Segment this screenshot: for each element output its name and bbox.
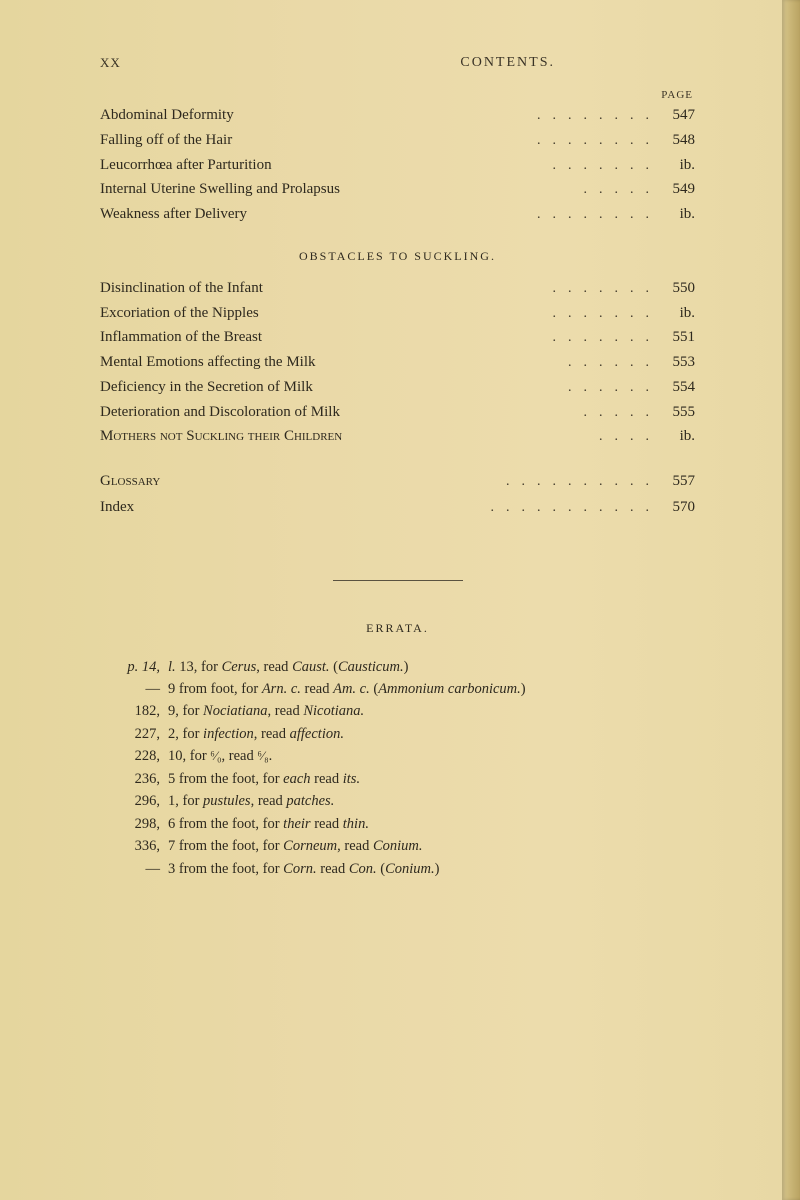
errata-ref: 227, [100, 723, 168, 745]
errata-line: 227,2, for infection, read affection. [100, 723, 695, 745]
errata-text: 3 from the foot, for Corn. read Con. (Co… [168, 858, 695, 880]
book-page-edge [782, 0, 800, 1200]
leader-dots: ..... [344, 178, 661, 201]
entry-text: Weakness after Delivery [100, 202, 247, 227]
errata-block: p. 14,l. 13, for Cerus, read Caust. (Cau… [100, 656, 695, 881]
section-header-obstacles: OBSTACLES TO SUCKLING. [100, 249, 695, 264]
toc-entry: Disinclination of the Infant ....... 550 [100, 276, 695, 301]
entry-page: 547 [665, 103, 695, 128]
entry-page: 548 [665, 128, 695, 153]
leader-dots: ...... [320, 351, 661, 374]
toc-entry: Falling off of the Hair ........ 548 [100, 128, 695, 153]
errata-text: 5 from the foot, for each read its. [168, 768, 695, 790]
leader-dots: ........... [138, 496, 661, 519]
entry-page: 551 [665, 325, 695, 350]
entry-text: Mental Emotions affecting the Milk [100, 350, 316, 375]
divider-line [333, 580, 463, 581]
errata-line: 236,5 from the foot, for each read its. [100, 768, 695, 790]
entry-text: Internal Uterine Swelling and Prolapsus [100, 177, 340, 202]
errata-ref: 228, [100, 745, 168, 767]
page-number-roman: XX [100, 55, 121, 71]
errata-title: ERRATA. [100, 621, 695, 636]
leader-dots: ....... [266, 326, 661, 349]
entry-text: Excoriation of the Nipples [100, 301, 259, 326]
leader-dots: ........ [236, 129, 661, 152]
contents-section-first: Abdominal Deformity ........ 547 Falling… [100, 103, 695, 227]
toc-entry-index: Index ........... 570 [100, 495, 695, 520]
toc-entry: Mothers not Suckling their Children ....… [100, 424, 695, 449]
leader-dots: ....... [276, 154, 661, 177]
errata-line: 298,6 from the foot, for their read thin… [100, 813, 695, 835]
errata-ref: 182, [100, 700, 168, 722]
entry-page: 553 [665, 350, 695, 375]
toc-entry: Leucorrhœa after Parturition ....... ib. [100, 153, 695, 178]
entry-page: 554 [665, 375, 695, 400]
errata-line: 228,10, for ⁶⁄₀, read ⁶⁄₈. [100, 745, 695, 767]
errata-text: 2, for infection, read affection. [168, 723, 695, 745]
toc-entry: Deficiency in the Secretion of Milk ....… [100, 375, 695, 400]
entry-page: 550 [665, 276, 695, 301]
entry-page: 557 [665, 469, 695, 494]
entry-page: ib. [665, 424, 695, 449]
entry-page: ib. [665, 202, 695, 227]
entry-text: Abdominal Deformity [100, 103, 234, 128]
leader-dots: ..... [344, 401, 661, 424]
entry-text: Deterioration and Discoloration of Milk [100, 400, 340, 425]
contents-section-obstacles: Disinclination of the Infant ....... 550… [100, 276, 695, 449]
leader-dots: ........ [251, 203, 661, 226]
leader-dots: ....... [263, 302, 661, 325]
errata-ref: 236, [100, 768, 168, 790]
errata-text: 1, for pustules, read patches. [168, 790, 695, 812]
errata-ref: 336, [100, 835, 168, 857]
page-header: XX CONTENTS. [100, 55, 695, 71]
entry-text: Leucorrhœa after Parturition [100, 153, 272, 178]
entry-text: Deficiency in the Secretion of Milk [100, 375, 313, 400]
toc-entry: Deterioration and Discoloration of Milk … [100, 400, 695, 425]
errata-text: 10, for ⁶⁄₀, read ⁶⁄₈. [168, 745, 695, 767]
toc-entry: Internal Uterine Swelling and Prolapsus … [100, 177, 695, 202]
errata-line: —3 from the foot, for Corn. read Con. (C… [100, 858, 695, 880]
errata-line: 336,7 from the foot, for Corneum, read C… [100, 835, 695, 857]
leader-dots: ...... [317, 376, 661, 399]
errata-text: 6 from the foot, for their read thin. [168, 813, 695, 835]
entry-page: ib. [665, 301, 695, 326]
errata-text: 9, for Nociatiana, read Nicotiana. [168, 700, 695, 722]
toc-entry-glossary: Glossary .......... 557 [100, 469, 695, 494]
entry-text: Index [100, 495, 134, 520]
toc-entry: Mental Emotions affecting the Milk .....… [100, 350, 695, 375]
errata-line: 296,1, for pustules, read patches. [100, 790, 695, 812]
entry-text: Falling off of the Hair [100, 128, 232, 153]
errata-line: 182,9, for Nociatiana, read Nicotiana. [100, 700, 695, 722]
leader-dots: .......... [164, 470, 661, 493]
errata-text: 9 from foot, for Arn. c. read Am. c. (Am… [168, 678, 695, 700]
errata-ref: p. 14, [100, 656, 168, 678]
entry-text: Mothers not Suckling their Children [100, 424, 342, 449]
leader-dots: ....... [267, 277, 661, 300]
book-page: XX CONTENTS. PAGE Abdominal Deformity ..… [0, 0, 800, 1200]
contents-title: CONTENTS. [460, 55, 555, 71]
errata-ref: — [100, 858, 168, 880]
errata-ref: 298, [100, 813, 168, 835]
toc-entry: Weakness after Delivery ........ ib. [100, 202, 695, 227]
errata-text: l. 13, for Cerus, read Caust. (Causticum… [168, 656, 695, 678]
leader-dots: ........ [238, 104, 661, 127]
entry-page: ib. [665, 153, 695, 178]
errata-line: —9 from foot, for Arn. c. read Am. c. (A… [100, 678, 695, 700]
entry-page: 549 [665, 177, 695, 202]
page-column-label: PAGE [100, 89, 695, 101]
errata-text: 7 from the foot, for Corneum, read Coniu… [168, 835, 695, 857]
toc-entry: Abdominal Deformity ........ 547 [100, 103, 695, 128]
entry-text: Glossary [100, 469, 160, 494]
errata-line: p. 14,l. 13, for Cerus, read Caust. (Cau… [100, 656, 695, 678]
entry-page: 555 [665, 400, 695, 425]
toc-entry: Inflammation of the Breast ....... 551 [100, 325, 695, 350]
errata-ref: — [100, 678, 168, 700]
entry-text: Disinclination of the Infant [100, 276, 263, 301]
leader-dots: .... [346, 425, 661, 448]
entry-page: 570 [665, 495, 695, 520]
entry-text: Inflammation of the Breast [100, 325, 262, 350]
errata-ref: 296, [100, 790, 168, 812]
toc-entry: Excoriation of the Nipples ....... ib. [100, 301, 695, 326]
